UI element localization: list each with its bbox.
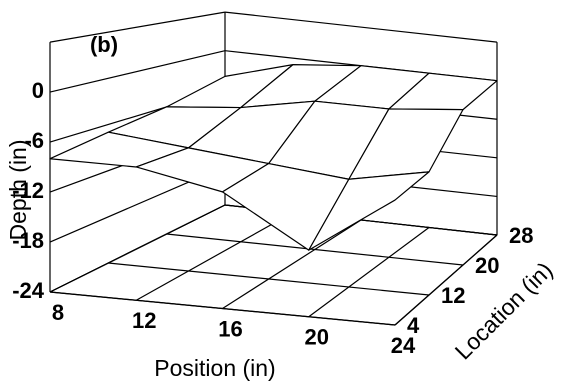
chart-title: (b) <box>90 32 118 57</box>
x-tick-label: 8 <box>52 300 64 325</box>
grid-line <box>49 50 226 93</box>
z-axis-title: Depth (in) <box>5 140 31 241</box>
z-tick-label: -12 <box>12 178 44 203</box>
y-tick-label: 28 <box>509 223 533 248</box>
y-axis-title: Location (in) <box>450 257 558 365</box>
y-tick-label: 12 <box>441 283 465 308</box>
box-edge <box>49 11 226 43</box>
surface-cell <box>308 171 430 251</box>
x-tick-label: 12 <box>132 308 156 333</box>
grid-line <box>166 233 464 266</box>
y-tick-label: 4 <box>407 313 420 338</box>
grid-line <box>135 211 294 301</box>
x-axis-title: Position (in) <box>154 355 275 381</box>
z-tick-label: -24 <box>12 278 45 303</box>
box-edge <box>224 11 498 43</box>
z-tick-label: 0 <box>32 78 44 103</box>
grid-line <box>49 204 226 293</box>
x-tick-label: 20 <box>305 325 329 350</box>
grid-line <box>308 227 430 318</box>
grid-line <box>108 262 430 296</box>
grid-line <box>49 291 396 326</box>
z-tick-label: -6 <box>24 128 44 153</box>
grid-line <box>222 219 362 310</box>
z-tick-label: -18 <box>12 228 44 253</box>
x-tick-label: 16 <box>218 316 242 341</box>
y-tick-label: 20 <box>475 253 499 278</box>
grid-line <box>394 234 498 326</box>
x-tick-label: 24 <box>391 333 416 358</box>
